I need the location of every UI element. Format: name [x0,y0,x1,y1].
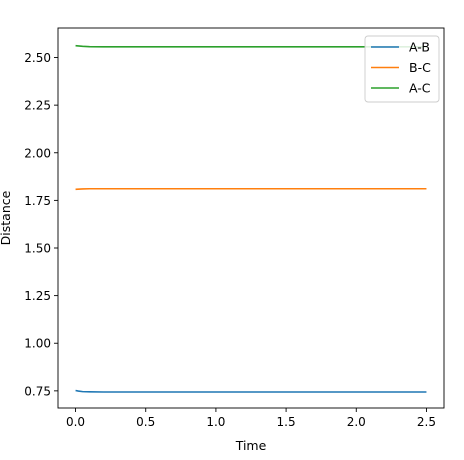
x-axis-ticks: 0.0 0.5 1.0 1.5 2.0 2.5 [66,408,436,429]
y-tick-label: 2.50 [24,51,51,65]
x-tick-label: 0.0 [66,415,85,429]
y-tick-label: 2.25 [24,99,51,113]
x-tick-label: 1.0 [206,415,225,429]
y-tick-label: 1.75 [24,194,51,208]
plot-lines [75,44,427,393]
plot-frame [57,27,445,409]
y-tick-label: 1.50 [24,242,51,256]
y-tick-label: 1.25 [24,289,51,303]
series-line-b-c [75,187,427,191]
legend-label: B-C [409,60,431,75]
legend-box [364,35,440,103]
y-axis-ticks: 0.75 1.00 1.25 1.50 1.75 2.00 2.25 2.50 [24,51,58,398]
y-axis-label: Distance [0,190,13,245]
series-line-a-b [75,389,427,393]
x-tick-label: 2.0 [347,415,366,429]
legend-label: A-C [409,81,431,96]
x-tick-label: 2.5 [417,415,436,429]
y-tick-label: 2.00 [24,146,51,160]
x-tick-label: 0.5 [136,415,155,429]
legend-label: A-B [409,40,430,55]
x-tick-label: 1.5 [277,415,296,429]
legend: A-B B-C A-C [364,35,440,103]
y-tick-label: 0.75 [24,384,51,398]
y-tick-label: 1.00 [24,337,51,351]
series-line-a-c [75,44,427,48]
x-axis-label: Time [235,438,267,453]
